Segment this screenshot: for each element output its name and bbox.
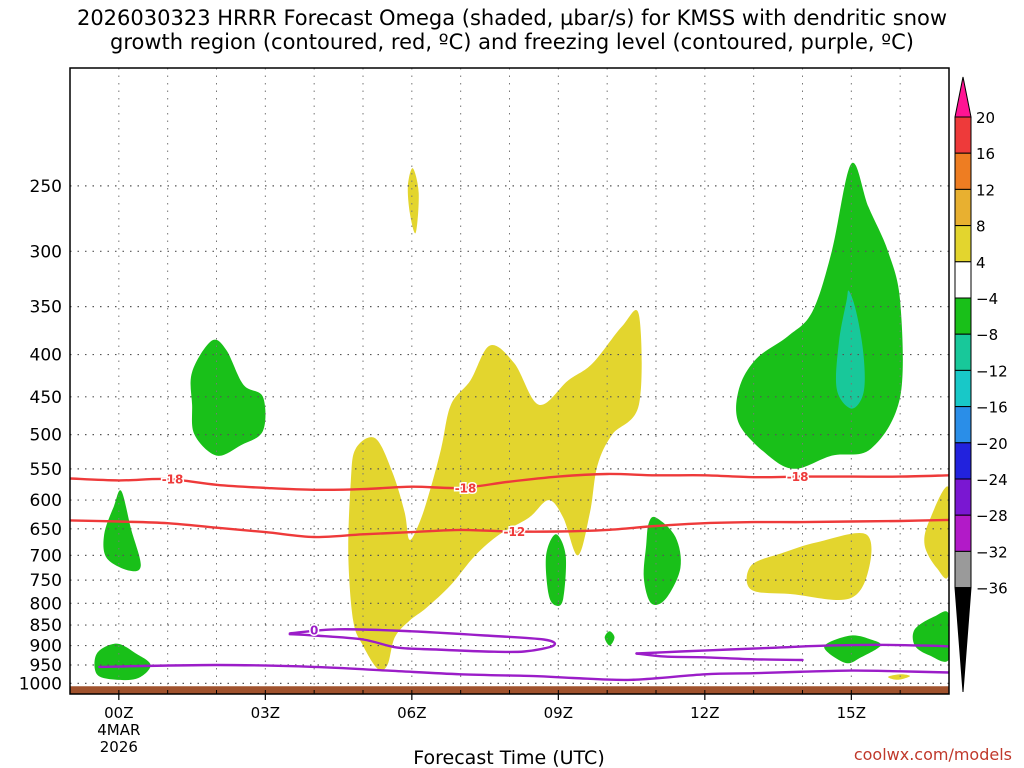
dgz-contour-label: -18 bbox=[162, 473, 184, 487]
colorbar-swatch bbox=[954, 442, 972, 480]
y-tick-label: 900 bbox=[30, 637, 62, 657]
y-tick-label: 950 bbox=[30, 656, 62, 676]
omega-region-green-15z-890 bbox=[824, 635, 881, 664]
colorbar-label: −28 bbox=[976, 507, 1008, 525]
y-tick-label: 600 bbox=[30, 491, 62, 511]
colorbar-swatch bbox=[954, 225, 972, 263]
colorbar-top-arrow bbox=[954, 76, 972, 118]
colorbar-label: 12 bbox=[976, 181, 995, 199]
freezing-level-contour-line bbox=[635, 643, 949, 655]
y-tick-label: 300 bbox=[30, 242, 62, 262]
omega-region-green-17z-860 bbox=[912, 611, 949, 662]
y-tick-label: 750 bbox=[30, 571, 62, 591]
x-date-label: 4MAR bbox=[97, 721, 140, 739]
colorbar-label: 8 bbox=[976, 218, 986, 236]
colorbar-label: −16 bbox=[976, 399, 1008, 417]
dgz-contour-label: -18 bbox=[787, 470, 809, 484]
chart-title: 2026030323 HRRR Forecast Omega (shaded, … bbox=[0, 6, 1024, 54]
x-axis-title: Forecast Time (UTC) bbox=[413, 747, 604, 768]
credit-text: coolwx.com/models bbox=[853, 745, 1012, 764]
colorbar-label: −24 bbox=[976, 471, 1008, 489]
colorbar-label: −8 bbox=[976, 326, 998, 344]
y-tick-label: 850 bbox=[30, 616, 62, 636]
omega-region-green-00z-650 bbox=[103, 490, 141, 572]
omega-region-yellow-main-band bbox=[348, 309, 642, 671]
colorbar-label: −4 bbox=[976, 290, 998, 308]
y-tick-label: 450 bbox=[30, 388, 62, 408]
freezing-level-contour-line bbox=[635, 652, 804, 662]
y-tick-label: 650 bbox=[30, 520, 62, 540]
freezing-level-contour-label: 0 bbox=[310, 624, 318, 638]
dgz-contour-label: -12 bbox=[504, 525, 526, 539]
colorbar-bottom-arrow bbox=[954, 587, 972, 693]
x-tick-label: 00Z bbox=[104, 704, 133, 722]
omega-region-green-15z-upper bbox=[736, 162, 903, 469]
omega-region-teal-15z-core bbox=[835, 290, 865, 409]
x-tick-label: 06Z bbox=[397, 704, 426, 722]
omega-region-green-02z-upper bbox=[190, 339, 266, 456]
colorbar-swatch bbox=[954, 550, 972, 589]
x-tick-label: 03Z bbox=[251, 704, 280, 722]
colorbar-swatch bbox=[954, 406, 972, 444]
colorbar-swatch bbox=[954, 116, 972, 154]
omega-region-green-00z-950 bbox=[94, 643, 151, 681]
colorbar-swatch bbox=[954, 297, 972, 335]
x-tick-label: 09Z bbox=[544, 704, 573, 722]
omega-region-green-09z-750 bbox=[545, 534, 567, 606]
omega-region-yellow-right-edge bbox=[924, 486, 949, 579]
colorbar-label: −20 bbox=[976, 435, 1008, 453]
colorbar-swatch bbox=[954, 369, 972, 408]
x-tick-label: 12Z bbox=[690, 704, 719, 722]
colorbar-label: 4 bbox=[976, 254, 986, 272]
chart-title-line1: 2026030323 HRRR Forecast Omega (shaded, … bbox=[76, 6, 948, 30]
y-tick-label: 500 bbox=[30, 426, 62, 446]
colorbar-label: 20 bbox=[976, 109, 995, 127]
x-tick-label: 15Z bbox=[837, 704, 866, 722]
dgz-contour-label: -18 bbox=[455, 481, 477, 495]
x-year-label: 2026 bbox=[100, 738, 138, 756]
chart-title-line2: growth region (contoured, red, ºC) and f… bbox=[110, 30, 914, 54]
colorbar-swatch bbox=[954, 333, 972, 371]
colorbar-swatch bbox=[954, 478, 972, 516]
y-tick-label: 700 bbox=[30, 546, 62, 566]
freezing-level-contour-line bbox=[288, 628, 557, 654]
colorbar-swatch bbox=[954, 188, 972, 227]
colorbar-swatch bbox=[954, 261, 972, 299]
y-tick-label: 550 bbox=[30, 460, 62, 480]
colorbar-label: −12 bbox=[976, 362, 1008, 380]
y-tick-label: 250 bbox=[30, 177, 62, 197]
colorbar-swatch bbox=[954, 514, 972, 552]
y-tick-label: 800 bbox=[30, 594, 62, 614]
freezing-level-contour-line bbox=[98, 663, 949, 682]
colorbar-label: 16 bbox=[976, 145, 995, 163]
omega-region-yellow-06z-250 bbox=[407, 168, 419, 234]
omega-region-yellow-14z-700 bbox=[746, 533, 872, 601]
omega-region-green-11z-700 bbox=[643, 516, 681, 606]
colorbar-label: −32 bbox=[976, 543, 1008, 561]
y-tick-label: 400 bbox=[30, 346, 62, 366]
y-tick-label: 1000 bbox=[19, 674, 62, 694]
omega-region-yellow-16z-975 bbox=[887, 674, 910, 680]
dgz-contour-line bbox=[70, 472, 949, 492]
colorbar-swatch bbox=[954, 152, 972, 190]
omega-region-green-10z-880 bbox=[604, 631, 615, 646]
y-tick-label: 350 bbox=[30, 298, 62, 318]
colorbar-label: −36 bbox=[976, 580, 1008, 598]
dgz-contour-line bbox=[70, 518, 949, 539]
